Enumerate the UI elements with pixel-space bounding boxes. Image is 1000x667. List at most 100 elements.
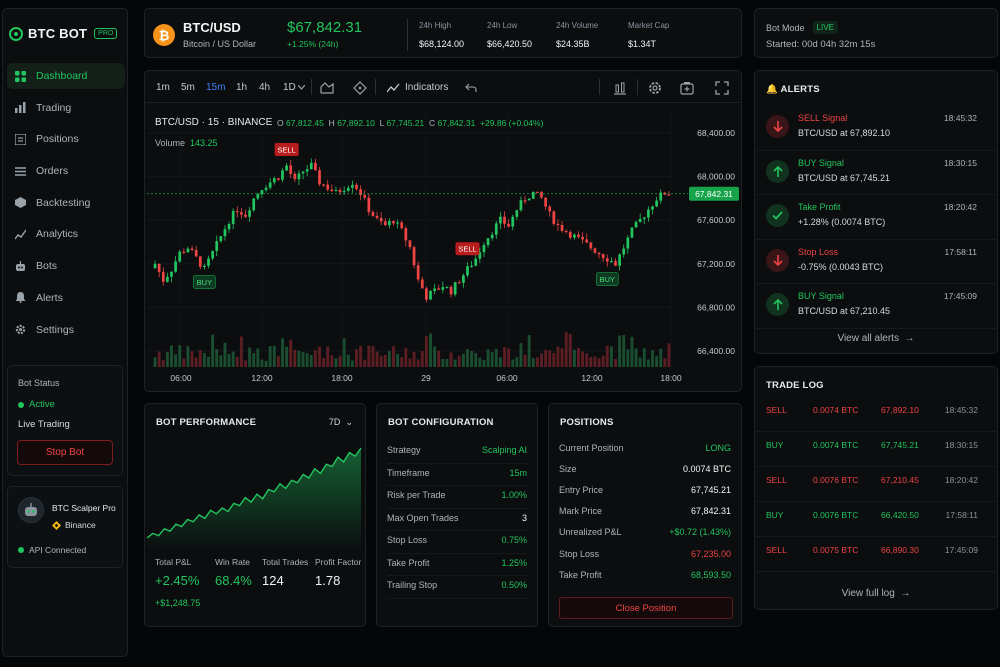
y-tick-label: 68,000.00 bbox=[697, 172, 735, 182]
volume-bar bbox=[515, 357, 519, 367]
position-key: Stop Loss bbox=[559, 548, 600, 559]
candle-body bbox=[511, 216, 515, 227]
equity-line bbox=[146, 447, 362, 539]
candle-body bbox=[589, 242, 593, 249]
bitcoin-icon: ₿ bbox=[153, 24, 175, 46]
candlestick-chart[interactable]: BUY SELL SELL BUY 68,400.00 68,000.00 67,600.… bbox=[145, 71, 743, 393]
fullscreen-icon[interactable] bbox=[714, 80, 729, 95]
volume-bar bbox=[581, 351, 585, 367]
alert-title: Take Profit bbox=[798, 202, 841, 213]
performance-period-select[interactable]: 7D ⌄ bbox=[329, 417, 353, 428]
sidebar-item-alerts[interactable]: Alerts bbox=[7, 285, 125, 311]
volume-bar bbox=[540, 353, 543, 367]
candle-body bbox=[252, 198, 256, 211]
timeframe-1d[interactable]: 1D bbox=[283, 82, 296, 93]
candle-body bbox=[248, 210, 251, 217]
view-all-alerts-link[interactable]: View all alerts → bbox=[755, 333, 997, 344]
candle-body bbox=[277, 178, 280, 180]
trade-log-row[interactable]: BUY 0.0076 BTC 66,420.50 17:58:11 bbox=[755, 502, 997, 537]
candle-body bbox=[363, 195, 367, 198]
stat-value: +2.45% bbox=[155, 573, 200, 588]
ohlc-high: 67,892.10 bbox=[337, 118, 375, 128]
volume-bar bbox=[178, 345, 182, 367]
chart-type-icon[interactable] bbox=[319, 80, 334, 95]
alert-item[interactable]: SELL Signal BTC/USD at 67,892.10 18:45:32 bbox=[755, 106, 997, 151]
candle-body bbox=[597, 252, 601, 255]
trade-qty: 0.0075 BTC bbox=[813, 545, 859, 555]
sidebar-item-backtesting[interactable]: Backtesting bbox=[7, 190, 125, 216]
volume-bar bbox=[334, 358, 338, 367]
view-full-log-link[interactable]: View full log → bbox=[755, 588, 997, 599]
sidebar-item-settings[interactable]: Settings bbox=[7, 317, 125, 343]
alert-item[interactable]: BUY Signal BTC/USD at 67,210.45 17:45:09 bbox=[755, 284, 997, 329]
sidebar-item-trading[interactable]: Trading bbox=[7, 95, 125, 121]
equity-curve-chart bbox=[146, 447, 362, 552]
position-key: Mark Price bbox=[559, 506, 603, 517]
volume-bar bbox=[182, 358, 186, 367]
timeframe-15m[interactable]: 15m bbox=[206, 82, 226, 93]
alert-item[interactable]: Stop Loss -0.75% (0.0043 BTC) 17:58:11 bbox=[755, 240, 997, 285]
timeframe-4h[interactable]: 4h bbox=[259, 82, 271, 93]
volume-bar bbox=[346, 354, 350, 367]
timeframe-5m[interactable]: 5m bbox=[181, 82, 195, 93]
compare-icon[interactable] bbox=[612, 80, 627, 95]
timeframe-1h[interactable]: 1h bbox=[236, 82, 248, 93]
alert-description: +1.28% (0.0074 BTC) bbox=[798, 217, 886, 228]
candle-body bbox=[346, 187, 350, 191]
close-position-button[interactable]: Close Position bbox=[559, 597, 733, 619]
y-tick-label: 67,200.00 bbox=[697, 259, 735, 269]
candle-body bbox=[174, 261, 177, 272]
bot-profile-card[interactable]: BTC Scalper Pro Binance API Connected bbox=[7, 486, 123, 568]
trade-log-row[interactable]: SELL 0.0074 BTC 67,892.10 18:45:32 bbox=[755, 397, 997, 432]
candle-body bbox=[338, 189, 342, 193]
sidebar-item-analytics[interactable]: Analytics bbox=[7, 221, 125, 247]
chart-toolbar: 1m 5m 15m 1h 4h 1D Indicators bbox=[145, 71, 741, 103]
sidebar-item-label: Settings bbox=[36, 323, 74, 336]
config-value: Scalping AI bbox=[481, 445, 527, 455]
position-row: Unrealized P&L +$0.72 (1.43%) bbox=[559, 523, 731, 546]
trade-log-row[interactable]: BUY 0.0074 BTC 67,745.21 18:30:15 bbox=[755, 432, 997, 467]
trade-log-row[interactable]: SELL 0.0075 BTC 66,890.30 17:45:09 bbox=[755, 537, 997, 572]
sidebar-item-bots[interactable]: Bots bbox=[7, 253, 125, 279]
snapshot-icon[interactable] bbox=[679, 80, 694, 95]
timeframe-dropdown-icon[interactable] bbox=[296, 80, 306, 95]
candle-body bbox=[198, 256, 202, 267]
candle-body bbox=[355, 184, 358, 190]
bot-name: BTC Scalper Pro bbox=[52, 503, 116, 513]
candle-body bbox=[375, 215, 379, 218]
volume-bar bbox=[297, 350, 301, 367]
stat-24h-high: 24h High $68,124.00 bbox=[419, 21, 464, 49]
candle-body bbox=[540, 191, 543, 198]
config-row: Strategy Scalping AI bbox=[387, 441, 527, 464]
signal-label: BUY bbox=[197, 278, 212, 287]
brand-logo[interactable]: BTC BOT PRO bbox=[9, 26, 118, 41]
sidebar-item-positions[interactable]: Positions bbox=[7, 126, 125, 152]
candle-body bbox=[412, 247, 416, 266]
x-tick-label: 06:00 bbox=[496, 373, 518, 383]
config-row: Stop Loss 0.75% bbox=[387, 531, 527, 554]
arrow-up-icon bbox=[766, 159, 789, 183]
candle-body bbox=[400, 222, 404, 229]
alert-item[interactable]: Take Profit +1.28% (0.0074 BTC) 18:20:42 bbox=[755, 195, 997, 240]
timeframe-1m[interactable]: 1m bbox=[156, 82, 170, 93]
indicators-button[interactable]: Indicators bbox=[387, 82, 448, 93]
robot-icon bbox=[25, 503, 37, 516]
candle-body bbox=[523, 200, 527, 202]
candle-body bbox=[182, 251, 186, 253]
stat-win-rate: Win Rate 68.4% bbox=[215, 557, 252, 588]
stat-total-trades: Total Trades 124 bbox=[262, 557, 308, 588]
trade-log-row[interactable]: SELL 0.0076 BTC 67,210.45 18:20:42 bbox=[755, 467, 997, 502]
positions-title: POSITIONS bbox=[560, 417, 614, 428]
stop-bot-button[interactable]: Stop Bot bbox=[17, 440, 113, 465]
drawing-tool-icon[interactable] bbox=[352, 80, 367, 95]
trade-time: 17:45:09 bbox=[944, 545, 978, 555]
volume-bar bbox=[622, 334, 626, 367]
alert-item[interactable]: BUY Signal BTC/USD at 67,745.21 18:30:15 bbox=[755, 151, 997, 196]
bell-icon: 🔔 bbox=[766, 84, 779, 95]
chart-settings-icon[interactable] bbox=[647, 80, 662, 95]
undo-icon[interactable] bbox=[463, 80, 478, 95]
sidebar-item-dashboard[interactable]: Dashboard bbox=[7, 63, 125, 89]
sidebar-item-label: Trading bbox=[36, 101, 72, 114]
volume-bar bbox=[663, 358, 667, 367]
sidebar-item-orders[interactable]: Orders bbox=[7, 158, 125, 184]
